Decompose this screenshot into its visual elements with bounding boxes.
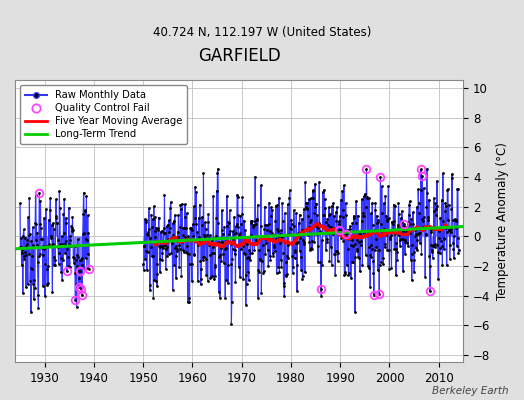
Text: 40.724 N, 112.197 W (United States): 40.724 N, 112.197 W (United States) [153,26,371,39]
Legend: Raw Monthly Data, Quality Control Fail, Five Year Moving Average, Long-Term Tren: Raw Monthly Data, Quality Control Fail, … [20,86,188,144]
Y-axis label: Temperature Anomaly (°C): Temperature Anomaly (°C) [496,142,509,300]
Text: Berkeley Earth: Berkeley Earth [432,386,508,396]
Title: GARFIELD: GARFIELD [198,47,280,65]
